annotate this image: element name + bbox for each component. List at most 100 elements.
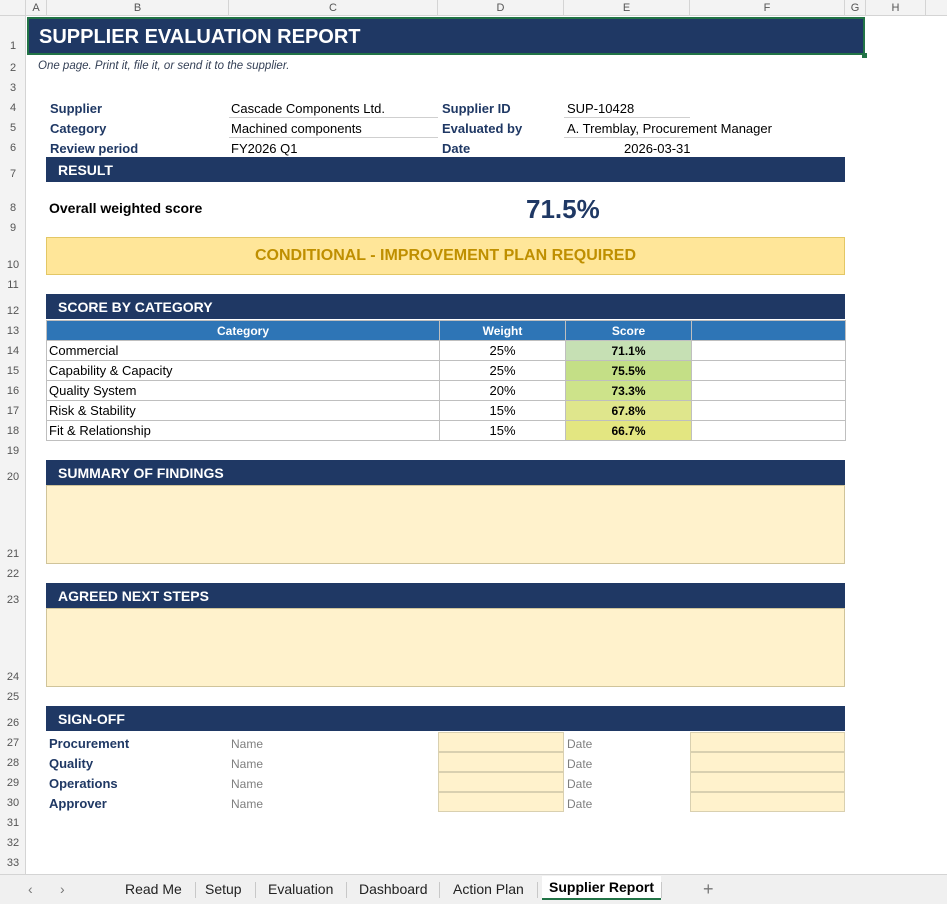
row-header[interactable]: 17 bbox=[6, 405, 20, 417]
column-header-d[interactable]: D bbox=[438, 0, 564, 16]
row-header[interactable]: 5 bbox=[9, 122, 17, 134]
category-score[interactable]: 67.8% bbox=[565, 400, 692, 421]
column-header-h[interactable]: H bbox=[866, 0, 926, 16]
row-header[interactable]: 1 bbox=[9, 40, 17, 52]
date-field[interactable] bbox=[690, 772, 845, 792]
signoff-date-placeholder[interactable]: Date bbox=[567, 757, 593, 771]
signature-field[interactable] bbox=[438, 752, 564, 772]
category-weight[interactable]: 25% bbox=[439, 340, 566, 361]
blank-cell[interactable] bbox=[691, 340, 846, 361]
tab-read-me[interactable]: Read Me bbox=[125, 881, 182, 897]
blank-cell[interactable] bbox=[691, 380, 846, 401]
row-header[interactable]: 23 bbox=[6, 594, 20, 606]
row-header[interactable]: 2 bbox=[9, 62, 17, 74]
signoff-name-placeholder[interactable]: Name bbox=[231, 797, 264, 811]
row-header[interactable]: 24 bbox=[6, 671, 20, 683]
row-header[interactable]: 12 bbox=[6, 305, 20, 317]
category-name[interactable]: Fit & Relationship bbox=[46, 420, 440, 441]
row-header[interactable]: 33 bbox=[6, 857, 20, 869]
signature-field[interactable] bbox=[438, 772, 564, 792]
tab-evaluation[interactable]: Evaluation bbox=[268, 881, 334, 897]
category-name[interactable]: Capability & Capacity bbox=[46, 360, 440, 381]
row-header[interactable]: 10 bbox=[6, 259, 20, 271]
category-name[interactable]: Commercial bbox=[46, 340, 440, 361]
fill-handle[interactable] bbox=[862, 53, 867, 58]
category-score[interactable]: 66.7% bbox=[565, 420, 692, 441]
category-weight[interactable]: 15% bbox=[439, 400, 566, 421]
row-header[interactable]: 9 bbox=[9, 222, 17, 234]
review-period-value[interactable]: FY2026 Q1 bbox=[231, 141, 298, 156]
date-field[interactable] bbox=[690, 792, 845, 812]
findings-text-area[interactable] bbox=[46, 485, 845, 564]
tab-setup[interactable]: Setup bbox=[205, 881, 242, 897]
row-header[interactable]: 32 bbox=[6, 837, 20, 849]
signature-field[interactable] bbox=[438, 732, 564, 752]
row-header[interactable]: 6 bbox=[9, 142, 17, 154]
category-score[interactable]: 75.5% bbox=[565, 360, 692, 381]
row-header[interactable]: 20 bbox=[6, 471, 20, 483]
row-header[interactable]: 28 bbox=[6, 757, 20, 769]
category-weight[interactable]: 20% bbox=[439, 380, 566, 401]
row-header[interactable]: 27 bbox=[6, 737, 20, 749]
tab-action-plan[interactable]: Action Plan bbox=[453, 881, 524, 897]
supplier-id-value[interactable]: SUP-10428 bbox=[567, 101, 635, 116]
select-all-corner[interactable] bbox=[0, 0, 26, 16]
column-header-c[interactable]: C bbox=[229, 0, 438, 16]
blank-cell[interactable] bbox=[691, 400, 846, 421]
signature-field[interactable] bbox=[438, 792, 564, 812]
row-header[interactable]: 3 bbox=[9, 82, 17, 94]
column-header-f[interactable]: F bbox=[690, 0, 845, 16]
supplier-value[interactable]: Cascade Components Ltd. bbox=[231, 101, 385, 116]
signoff-name-placeholder[interactable]: Name bbox=[231, 777, 264, 791]
category-weight[interactable]: 15% bbox=[439, 420, 566, 441]
category-name[interactable]: Risk & Stability bbox=[46, 400, 440, 421]
row-header[interactable]: 4 bbox=[9, 102, 17, 114]
signoff-name-placeholder[interactable]: Name bbox=[231, 737, 264, 751]
category-name[interactable]: Quality System bbox=[46, 380, 440, 401]
column-header-a[interactable]: A bbox=[26, 0, 47, 16]
column-header-e[interactable]: E bbox=[564, 0, 690, 16]
column-header-g[interactable]: G bbox=[845, 0, 866, 16]
signoff-date-placeholder[interactable]: Date bbox=[567, 777, 593, 791]
date-value[interactable]: 2026-03-31 bbox=[624, 141, 691, 156]
row-header[interactable]: 18 bbox=[6, 425, 20, 437]
row-header[interactable]: 30 bbox=[6, 797, 20, 809]
signoff-date-placeholder[interactable]: Date bbox=[567, 797, 593, 811]
scroll-left-icon[interactable]: ‹ bbox=[28, 881, 33, 897]
row-header[interactable]: 21 bbox=[6, 548, 20, 560]
row-header[interactable]: 11 bbox=[7, 279, 19, 291]
date-field[interactable] bbox=[690, 752, 845, 772]
category-weight[interactable]: 25% bbox=[439, 360, 566, 381]
row-header[interactable]: 29 bbox=[6, 777, 20, 789]
row-header[interactable]: 25 bbox=[6, 691, 20, 703]
signoff-name-placeholder[interactable]: Name bbox=[231, 757, 264, 771]
signoff-date-placeholder[interactable]: Date bbox=[567, 737, 593, 751]
row-header[interactable]: 15 bbox=[6, 365, 20, 377]
row-header[interactable]: 22 bbox=[6, 568, 20, 580]
tab-dashboard[interactable]: Dashboard bbox=[359, 881, 428, 897]
row-header[interactable]: 19 bbox=[6, 445, 20, 457]
column-header-b[interactable]: B bbox=[47, 0, 229, 16]
add-sheet-icon[interactable]: + bbox=[703, 879, 714, 899]
report-title-cell[interactable]: SUPPLIER EVALUATION REPORT bbox=[27, 17, 865, 55]
tab-supplier-report[interactable]: Supplier Report bbox=[542, 876, 662, 900]
row-header[interactable]: 7 bbox=[9, 168, 17, 180]
table-row: Commercial 25% 71.1% bbox=[46, 340, 846, 361]
category-value[interactable]: Machined components bbox=[231, 121, 362, 136]
scroll-right-icon[interactable]: › bbox=[60, 881, 65, 897]
report-title: SUPPLIER EVALUATION REPORT bbox=[39, 26, 361, 48]
evaluated-by-value[interactable]: A. Tremblay, Procurement Manager bbox=[567, 121, 772, 136]
row-header[interactable]: 8 bbox=[9, 202, 17, 214]
category-score[interactable]: 71.1% bbox=[565, 340, 692, 361]
date-field[interactable] bbox=[690, 732, 845, 752]
blank-cell[interactable] bbox=[691, 420, 846, 441]
row-header[interactable]: 14 bbox=[6, 345, 20, 357]
next-steps-text-area[interactable] bbox=[46, 608, 845, 687]
underline bbox=[564, 117, 690, 118]
blank-cell[interactable] bbox=[691, 360, 846, 381]
category-score[interactable]: 73.3% bbox=[565, 380, 692, 401]
row-header[interactable]: 16 bbox=[6, 385, 20, 397]
row-header[interactable]: 13 bbox=[6, 325, 20, 337]
row-header[interactable]: 26 bbox=[6, 717, 20, 729]
row-header[interactable]: 31 bbox=[6, 817, 20, 829]
